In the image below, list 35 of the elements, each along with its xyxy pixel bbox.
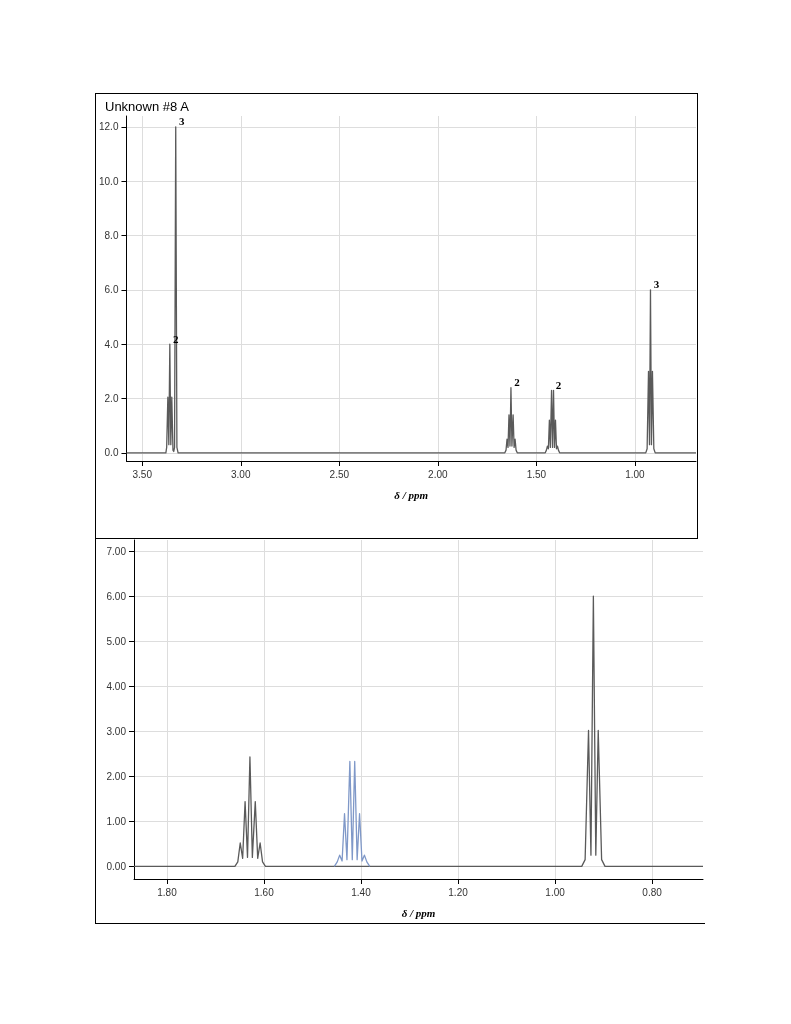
x-tick-label: 1.00 (625, 468, 646, 480)
x-tick-label: 3.50 (132, 468, 153, 480)
x-tick-label: 2.00 (428, 468, 448, 480)
y-tick-label: 5.00 (106, 635, 127, 647)
x-tick-label: 1.00 (545, 886, 566, 898)
x-tick-label: 1.20 (448, 886, 469, 898)
annotation: 2 (555, 378, 562, 391)
annotation: 3 (178, 115, 185, 128)
x-axis-title: δ / ppm (394, 488, 429, 501)
y-tick-label: 1.00 (106, 815, 127, 827)
annotation: 2 (514, 376, 521, 389)
y-tick-label: 3.00 (106, 725, 127, 737)
y-tick-label: 4.00 (106, 680, 127, 692)
y-tick-label: 2.00 (106, 770, 127, 782)
y-tick-label: 6.0 (104, 284, 119, 296)
x-tick-label: 1.80 (157, 886, 178, 898)
x-tick-label: 3.00 (231, 468, 251, 480)
x-tick-label: 1.60 (254, 886, 275, 898)
x-tick-label: 1.50 (526, 468, 547, 480)
y-tick-label: 7.00 (106, 545, 127, 557)
x-tick-label: 2.50 (329, 468, 350, 480)
y-tick-label: 2.0 (104, 393, 119, 405)
x-tick-label: 1.40 (351, 886, 372, 898)
y-tick-label: 4.0 (104, 338, 119, 350)
y-tick-label: 10.0 (98, 175, 119, 187)
x-axis-title: δ / ppm (401, 906, 436, 919)
y-tick-label: 12.0 (98, 121, 119, 133)
y-tick-label: 0.0 (104, 447, 119, 459)
y-tick-label: 6.00 (106, 590, 127, 602)
chart-title: Unknown #8 A (105, 99, 190, 114)
y-tick-label: 8.0 (104, 230, 119, 242)
y-tick-label: 0.00 (106, 860, 127, 872)
annotation: 3 (653, 278, 660, 291)
x-tick-label: 0.80 (642, 886, 663, 898)
annotation: 2 (173, 332, 180, 345)
